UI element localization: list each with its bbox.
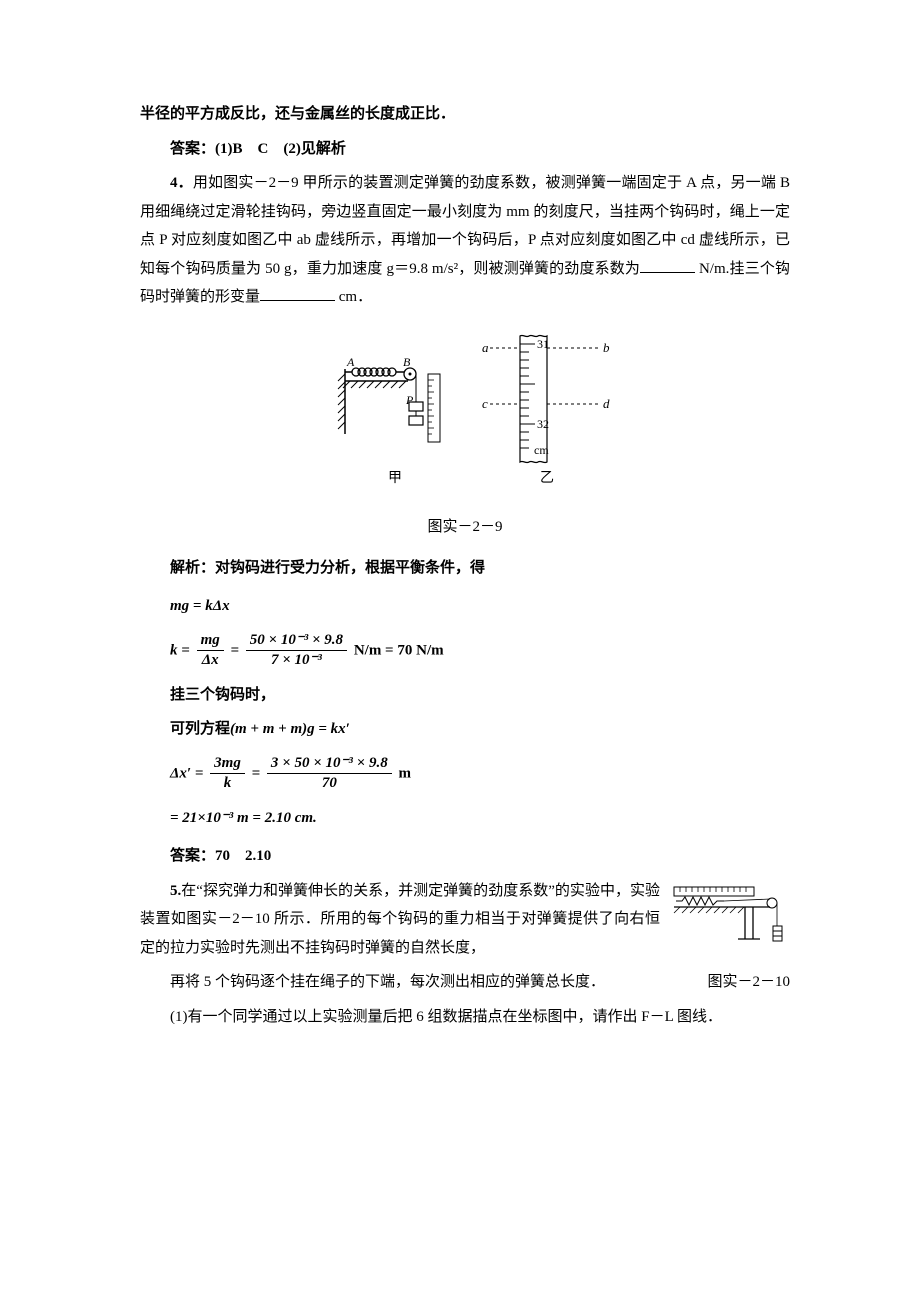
sol4-line4: 可列方程(m + m + m)g = kx′ xyxy=(140,715,790,744)
blank-k xyxy=(640,258,695,273)
figure-2-10 xyxy=(670,881,790,962)
frac-3mg-k: 3mgk xyxy=(210,754,245,794)
sol4-eq-k: k = mgΔx = 50 × 10⁻³ × 9.87 × 10⁻³ N/m =… xyxy=(170,631,790,671)
question-4: 4．用如图实－2－9 甲所示的装置测定弹簧的劲度系数，被测弹簧一端固定于 A 点… xyxy=(140,169,790,312)
label-c: c xyxy=(482,396,488,411)
q5-body-b: 再将 5 个钩码逐个挂在绳子的下端，每次测出相应的弹簧总长度． xyxy=(170,974,605,990)
label-b: b xyxy=(603,340,610,355)
label-d: d xyxy=(603,396,610,411)
tick-32: 32 xyxy=(537,417,549,431)
figure-2-9: A B P xyxy=(140,324,790,542)
blank-dx xyxy=(260,286,335,301)
fig-2-9-caption: 图实－2－9 xyxy=(140,513,790,542)
k-rhs: N/m = 70 N/m xyxy=(354,642,444,658)
q4-unit2: cm． xyxy=(339,289,372,305)
sol4-l4-pre: 可列方程 xyxy=(170,721,230,737)
sol4-eq1: mg = kΔx xyxy=(170,592,790,621)
sol4-final: = 21×10⁻³ m = 2.10 cm. xyxy=(170,804,790,833)
frac-nums: 50 × 10⁻³ × 9.87 × 10⁻³ xyxy=(246,631,347,671)
figure-2-9-svg: A B P xyxy=(310,324,620,499)
conclusion-line: 半径的平方成反比，还与金属丝的长度成正比． xyxy=(140,100,790,129)
dx-eq: = xyxy=(252,765,261,781)
dx-rhs: m xyxy=(398,765,411,781)
tick-cm: cm xyxy=(534,443,549,457)
label-B: B xyxy=(403,355,411,369)
figure-2-10-svg xyxy=(670,881,790,951)
q5-sub1: (1)有一个同学通过以上实验测量后把 6 组数据描点在坐标图中，请作出 F－L … xyxy=(140,1003,790,1032)
sol4-heading: 解析：对钩码进行受力分析，根据平衡条件，得 xyxy=(140,554,790,583)
label-jia: 甲 xyxy=(388,471,402,486)
q5-body-a: 在“探究弹力和弹簧伸长的关系，并测定弹簧的劲度系数”的实验中，实验装置如图实－2… xyxy=(140,883,660,956)
q4-label: 4． xyxy=(170,175,193,191)
q5-text-b: 再将 5 个钩码逐个挂在绳子的下端，每次测出相应的弹簧总长度． 图实－2－10 xyxy=(140,968,790,997)
fig-2-10-caption: 图实－2－10 xyxy=(677,968,790,997)
dx-lhs: Δx′ = xyxy=(170,765,203,781)
label-a: a xyxy=(482,340,489,355)
frac-dx-nums: 3 × 50 × 10⁻³ × 9.870 xyxy=(267,754,392,794)
k-eq: = xyxy=(230,642,239,658)
question-5-block: 5.在“探究弹力和弹簧伸长的关系，并测定弹簧的劲度系数”的实验中，实验装置如图实… xyxy=(140,877,790,969)
answer-4: 答案：70 2.10 xyxy=(140,842,790,871)
sol4-line3: 挂三个钩码时， xyxy=(140,681,790,710)
q5-label: 5. xyxy=(170,883,181,899)
tick-31: 31 xyxy=(537,337,549,351)
frac-mg-dx: mgΔx xyxy=(197,631,224,671)
sol4-l4-math: (m + m + m)g = kx′ xyxy=(230,721,350,737)
answer-3: 答案：(1)B C (2)见解析 xyxy=(140,135,790,164)
label-A: A xyxy=(346,355,355,369)
label-yi: 乙 xyxy=(540,470,554,486)
sol4-eq-dx: Δx′ = 3mgk = 3 × 50 × 10⁻³ × 9.870 m xyxy=(170,754,790,794)
k-lhs: k = xyxy=(170,642,190,658)
